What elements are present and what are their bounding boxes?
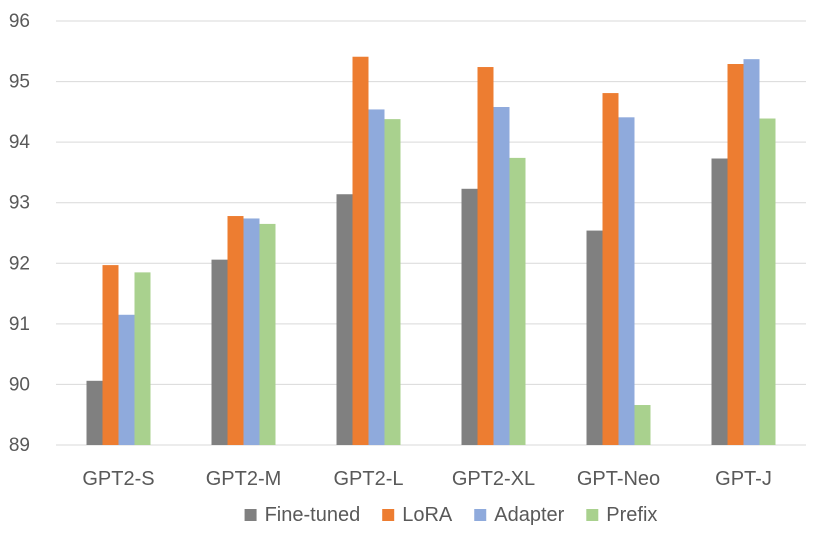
bar-adapter-gpt-neo [618,117,635,446]
bar-lora-gpt-j [727,64,744,446]
legend-label-fine-tuned: Fine-tuned [265,504,361,526]
bars [86,56,776,446]
x-tick-label: GPT2-L [333,468,403,490]
x-tick-label: GPT2-M [206,468,282,490]
bar-prefix-gpt2-xl [509,157,526,446]
bar-prefix-gpt-neo [634,405,651,445]
y-tick-label: 92 [9,253,30,274]
bar-prefix-gpt-j [759,118,776,446]
y-tick-label: 94 [9,132,31,153]
legend-label-adapter: Adapter [494,504,564,526]
bar-fine-tuned-gpt2-xl [461,188,478,446]
y-tick-label: 93 [9,193,30,214]
legend-label-prefix: Prefix [606,504,657,526]
x-tick-label: GPT2-S [82,468,154,490]
legend: Fine-tuned LoRA Adapter Prefix [244,504,657,526]
bar-fine-tuned-gpt-j [711,158,728,446]
legend-swatch-adapter [474,509,487,521]
bar-adapter-gpt2-m [243,218,260,445]
bar-lora-gpt2-m [227,216,244,445]
y-tick-label: 91 [9,314,30,335]
legend-swatch-prefix [586,509,599,521]
bar-lora-gpt2-l [352,56,369,445]
bar-lora-gpt-neo [602,93,619,445]
bar-prefix-gpt2-l [384,119,401,445]
y-tick-label: 89 [9,435,30,456]
legend-swatch-lora [382,509,395,521]
y-tick-label: 90 [9,374,30,395]
bar-adapter-gpt-j [743,59,760,445]
bar-adapter-gpt2-xl [493,107,510,446]
legend-label-lora: LoRA [402,504,453,526]
bar-prefix-gpt2-m [259,223,276,445]
bar-adapter-gpt2-l [368,109,385,445]
x-tick-label: GPT2-XL [452,468,535,490]
bar-lora-gpt2-xl [477,67,494,445]
bar-fine-tuned-gpt-neo [586,230,603,445]
bar-fine-tuned-gpt2-m [211,259,228,445]
y-axis-ticks: 89 90 91 92 93 94 95 96 [9,11,31,456]
gridlines [56,20,806,446]
bar-lora-gpt2-s [102,265,119,445]
bar-fine-tuned-gpt2-s [86,380,103,445]
y-tick-label: 96 [9,11,30,32]
legend-swatch-fine-tuned [244,509,257,521]
bar-prefix-gpt2-s [134,272,151,445]
bar-adapter-gpt2-s [118,314,135,445]
x-tick-label: GPT-J [715,468,772,490]
y-tick-label: 95 [9,72,30,93]
x-axis-labels: GPT2-S GPT2-M GPT2-L GPT2-XL GPT-Neo GPT-J [82,468,771,490]
bar-fine-tuned-gpt2-l [336,194,353,445]
x-tick-label: GPT-Neo [577,468,660,490]
